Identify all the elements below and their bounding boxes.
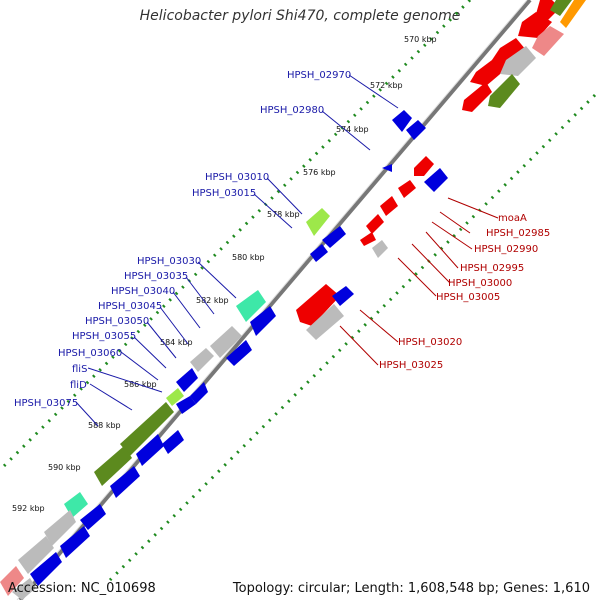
gene-label[interactable]: HPSH_03035 [124,271,188,282]
gene-feature[interactable] [94,446,132,486]
gene-feature[interactable] [176,396,196,414]
gene-feature[interactable] [226,340,252,366]
tick-label: 580 kbp [232,253,265,262]
forward-track [296,0,586,340]
gene-label[interactable]: HPSH_03060 [58,348,122,359]
gene-feature[interactable] [0,566,24,596]
inner-dotted-ring [108,93,597,582]
gene-feature[interactable] [462,82,492,112]
gene-label[interactable]: HPSH_03025 [379,360,443,371]
label-connectors-red [339,197,499,366]
gene-feature[interactable] [162,430,184,454]
gene-feature[interactable] [110,466,140,498]
gene-feature[interactable] [190,382,208,404]
gene-feature[interactable] [398,180,416,198]
gene-label[interactable]: HPSH_02980 [260,105,324,116]
gene-feature[interactable] [470,54,512,86]
reverse-track [0,110,448,600]
label-connectors [75,74,399,427]
gene-feature[interactable] [80,504,106,530]
gene-label[interactable]: HPSH_03075 [14,398,78,409]
gene-label[interactable]: HPSH_03010 [205,172,269,183]
gene-label[interactable]: HPSH_02985 [486,228,550,239]
gene-feature[interactable] [306,304,344,340]
gene-feature[interactable] [30,552,62,586]
gene-label[interactable]: HPSH_03030 [137,256,201,267]
gene-feature[interactable] [190,348,214,372]
gene-label[interactable]: HPSH_03040 [111,286,175,297]
gene-feature[interactable] [60,526,90,558]
tick-label: 570 kbp [404,35,437,44]
tick-label: 576 kbp [303,168,336,177]
tick-label: 592 kbp [12,504,45,513]
gene-feature[interactable] [296,284,340,326]
gene-feature[interactable] [366,214,384,234]
tick-label: 584 kbp [160,338,193,347]
gene-feature[interactable] [136,434,164,466]
gene-label[interactable]: HPSH_03020 [398,337,462,348]
tick-label: 588 kbp [88,421,121,430]
tick-label: 590 kbp [48,463,81,472]
accession-text: Accession: NC_010698 [8,581,156,596]
gene-feature[interactable] [532,26,564,56]
gene-feature[interactable] [120,402,174,456]
gene-feature[interactable] [382,164,392,172]
topology-text: Topology: circular; Length: 1,608,548 bp… [232,581,590,596]
gene-label[interactable]: HPSH_02995 [460,263,524,274]
gene-feature[interactable] [44,510,76,546]
tick-label: 582 kbp [196,296,229,305]
tick-label: 572 kbp [370,81,403,90]
gene-label[interactable]: fliD [70,380,87,391]
gene-label[interactable]: HPSH_03055 [72,331,136,342]
gene-label[interactable]: HPSH_02970 [287,70,351,81]
gene-feature[interactable] [406,120,426,140]
gene-feature[interactable] [236,290,266,322]
gene-feature[interactable] [310,244,328,262]
gene-feature[interactable] [250,306,276,336]
gene-label[interactable]: HPSH_03045 [98,301,162,312]
gene-feature[interactable] [322,226,346,248]
gene-feature[interactable] [392,110,412,132]
gene-label[interactable]: HPSH_03005 [436,292,500,303]
left-labels: HPSH_02970 HPSH_02980 HPSH_03010 HPSH_03… [14,70,351,409]
gene-feature[interactable] [424,168,448,192]
gene-feature[interactable] [332,286,354,306]
gene-feature[interactable] [380,196,398,216]
tick-label: 578 kbp [267,210,300,219]
gene-label[interactable]: HPSH_03050 [85,316,149,327]
gene-feature[interactable] [550,0,572,16]
gene-feature[interactable] [500,46,536,76]
gene-feature[interactable] [176,368,198,392]
gene-label[interactable]: fliS [72,364,87,375]
gene-label[interactable]: HPSH_03015 [192,188,256,199]
gene-feature[interactable] [414,156,434,176]
gene-label[interactable]: moaA [498,213,527,224]
gene-feature[interactable] [488,74,520,108]
footer-bar: Accession: NC_010698 Topology: circular;… [0,578,600,600]
map-title: Helicobacter pylori Shi470, complete gen… [139,8,461,24]
gene-label[interactable]: HPSH_03000 [448,278,512,289]
gene-feature[interactable] [372,240,388,258]
gene-feature[interactable] [210,326,242,358]
right-labels: moaA HPSH_02985 HPSH_02990 HPSH_02995 HP… [379,213,550,371]
backbone-ring [18,0,532,600]
gene-feature[interactable] [12,578,36,600]
gene-feature[interactable] [306,208,330,236]
gene-label[interactable]: HPSH_02990 [474,244,538,255]
tick-label: 574 kbp [336,125,369,134]
gene-feature[interactable] [560,0,586,28]
gene-feature[interactable] [166,388,184,406]
gene-feature[interactable] [18,536,54,574]
backbone-ring-highlight [16,0,528,600]
gene-feature[interactable] [360,232,376,246]
